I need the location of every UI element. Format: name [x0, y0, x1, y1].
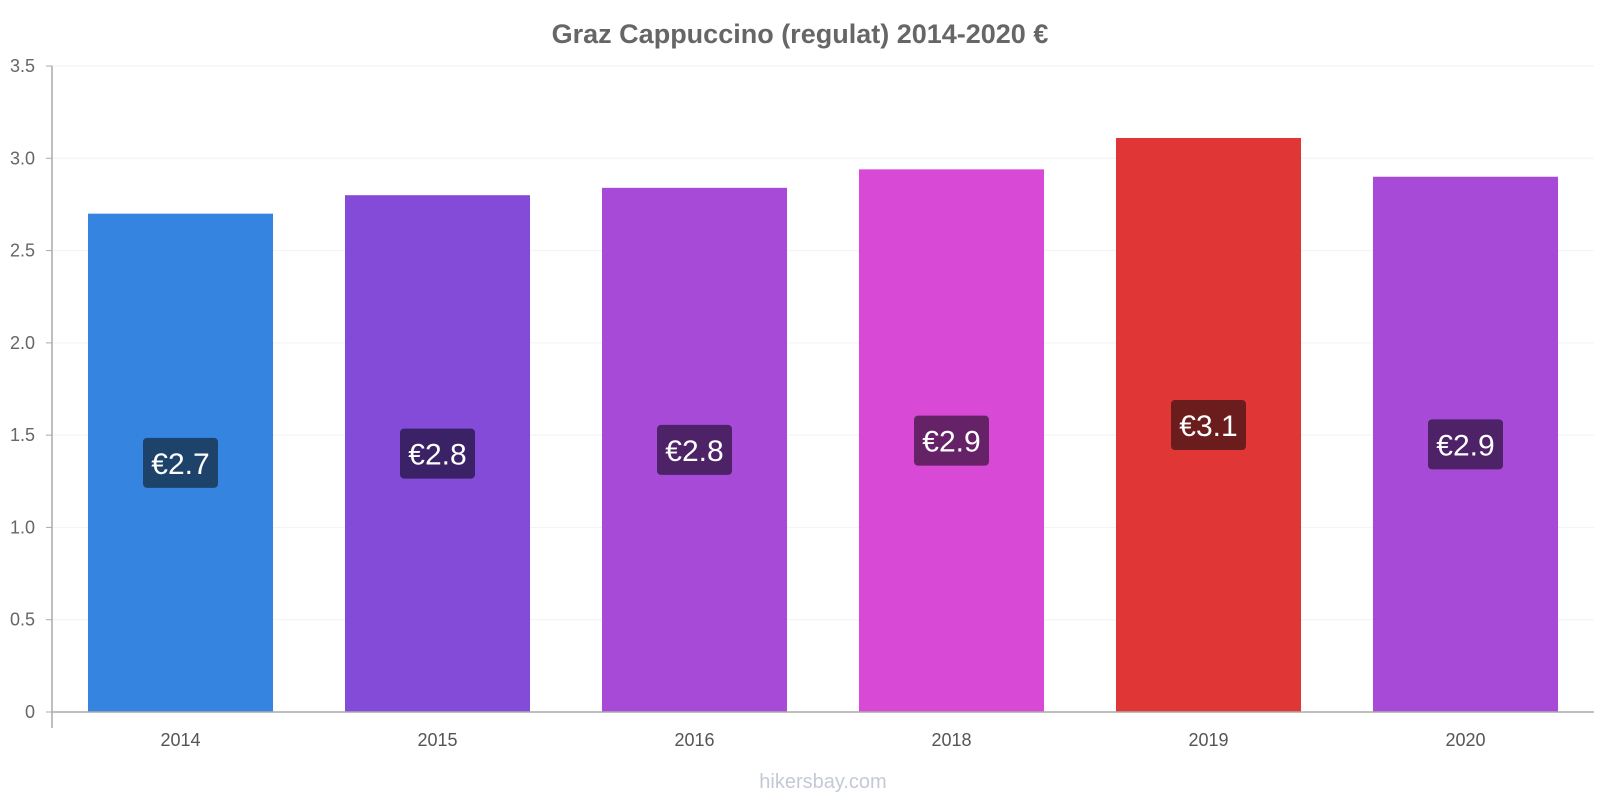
x-tick-label: 2019	[1188, 730, 1228, 750]
x-tick-label: 2020	[1445, 730, 1485, 750]
chart-title: Graz Cappuccino (regulat) 2014-2020 €	[552, 19, 1049, 49]
y-tick-label: 0.5	[10, 610, 35, 630]
data-label-box	[400, 428, 475, 479]
x-axis-ticks: 2014 2015 2016 2018 2019 2020	[160, 730, 1485, 750]
data-label: €2.8	[665, 435, 723, 468]
data-labels: €2.7 €2.8 €2.8 €2.9 €3.1 €2.9	[143, 399, 1503, 488]
y-tick-label: 1.5	[10, 425, 35, 445]
data-label: €2.9	[1436, 429, 1494, 462]
data-label: €2.9	[922, 426, 980, 459]
x-tick-label: 2015	[417, 730, 457, 750]
data-label: €2.8	[408, 439, 466, 472]
data-label-box	[1428, 419, 1503, 470]
data-label-box	[657, 424, 732, 475]
x-tick-label: 2016	[674, 730, 714, 750]
y-tick-label: 0	[25, 702, 35, 722]
bars	[87, 137, 1559, 713]
y-tick-label: 2.0	[10, 333, 35, 353]
gridlines	[52, 65, 1594, 621]
y-tick-label: 1.0	[10, 517, 35, 537]
data-label: €3.1	[1179, 410, 1237, 443]
y-tick-label: 3.5	[10, 56, 35, 76]
footer-watermark: hikersbay.com	[759, 771, 886, 793]
y-tick-label: 2.5	[10, 241, 35, 261]
data-label-box	[1171, 399, 1246, 450]
x-tick-label: 2014	[160, 730, 200, 750]
x-tick-label: 2018	[931, 730, 971, 750]
y-tick-label: 3.0	[10, 148, 35, 168]
data-label-box	[143, 437, 218, 488]
data-label: €2.7	[151, 448, 209, 481]
y-axis-ticks: 0 0.5 1.0 1.5 2.0 2.5 3.0 3.5	[10, 56, 52, 722]
data-label-box	[914, 415, 989, 466]
